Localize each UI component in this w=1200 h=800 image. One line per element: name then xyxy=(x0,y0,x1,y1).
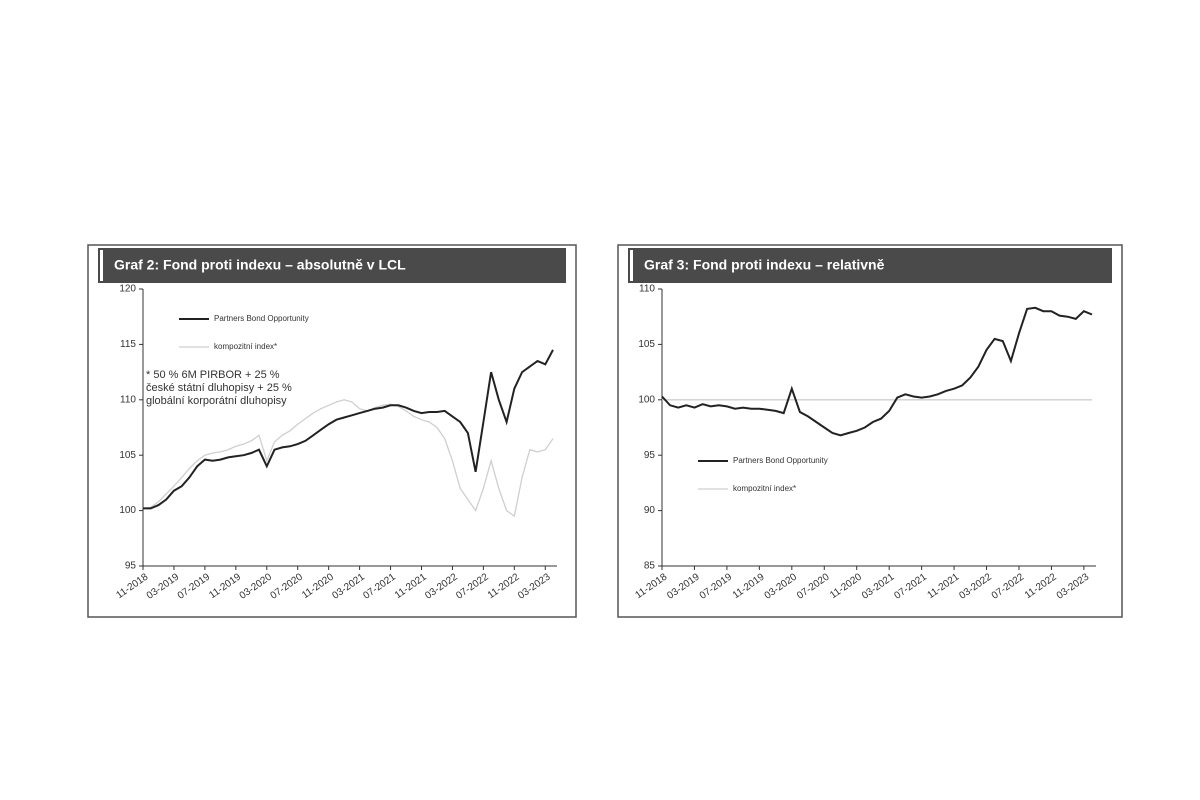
y-tick-label: 95 xyxy=(644,450,656,461)
annotation: české státní dluhopisy + 25 % xyxy=(146,382,292,394)
title-accent xyxy=(630,250,633,281)
y-tick-label: 110 xyxy=(120,394,136,405)
chart-title: Graf 2: Fond proti indexu – absolutně v … xyxy=(114,257,406,273)
legend-label: Partners Bond Opportunity xyxy=(214,314,309,323)
legend-label: kompozitní index* xyxy=(733,484,796,493)
y-tick-label: 100 xyxy=(638,394,655,405)
legend-label: Partners Bond Opportunity xyxy=(733,456,828,465)
panel-frame xyxy=(617,244,1123,618)
y-tick-label: 115 xyxy=(120,339,136,350)
chart-panel: Graf 2: Fond proti indexu – absolutně v … xyxy=(87,244,577,618)
y-tick-label: 90 xyxy=(644,505,656,516)
series-line xyxy=(661,306,1093,437)
chart-panel: Graf 3: Fond proti indexu – relativně 85 9… xyxy=(617,244,1123,618)
y-tick-label: 95 xyxy=(125,561,137,572)
chart-title: Graf 3: Fond proti indexu – relativně xyxy=(644,257,885,273)
legend-label: kompozitní index* xyxy=(214,342,277,351)
series-line xyxy=(142,399,554,518)
annotation: globální korporátní dluhopisy xyxy=(146,395,287,407)
y-tick-label: 110 xyxy=(639,284,655,295)
annotation: * 50 % 6M PIRBOR + 25 % xyxy=(146,369,280,381)
title-bar xyxy=(98,248,566,283)
title-bar xyxy=(628,248,1112,283)
y-tick-label: 100 xyxy=(119,505,136,516)
panel-frame xyxy=(87,244,577,618)
y-tick-label: 85 xyxy=(644,561,656,572)
y-tick-label: 105 xyxy=(638,339,655,350)
title-accent xyxy=(100,250,103,281)
y-tick-label: 120 xyxy=(119,284,136,295)
series-line xyxy=(143,349,554,510)
y-tick-label: 105 xyxy=(119,450,136,461)
